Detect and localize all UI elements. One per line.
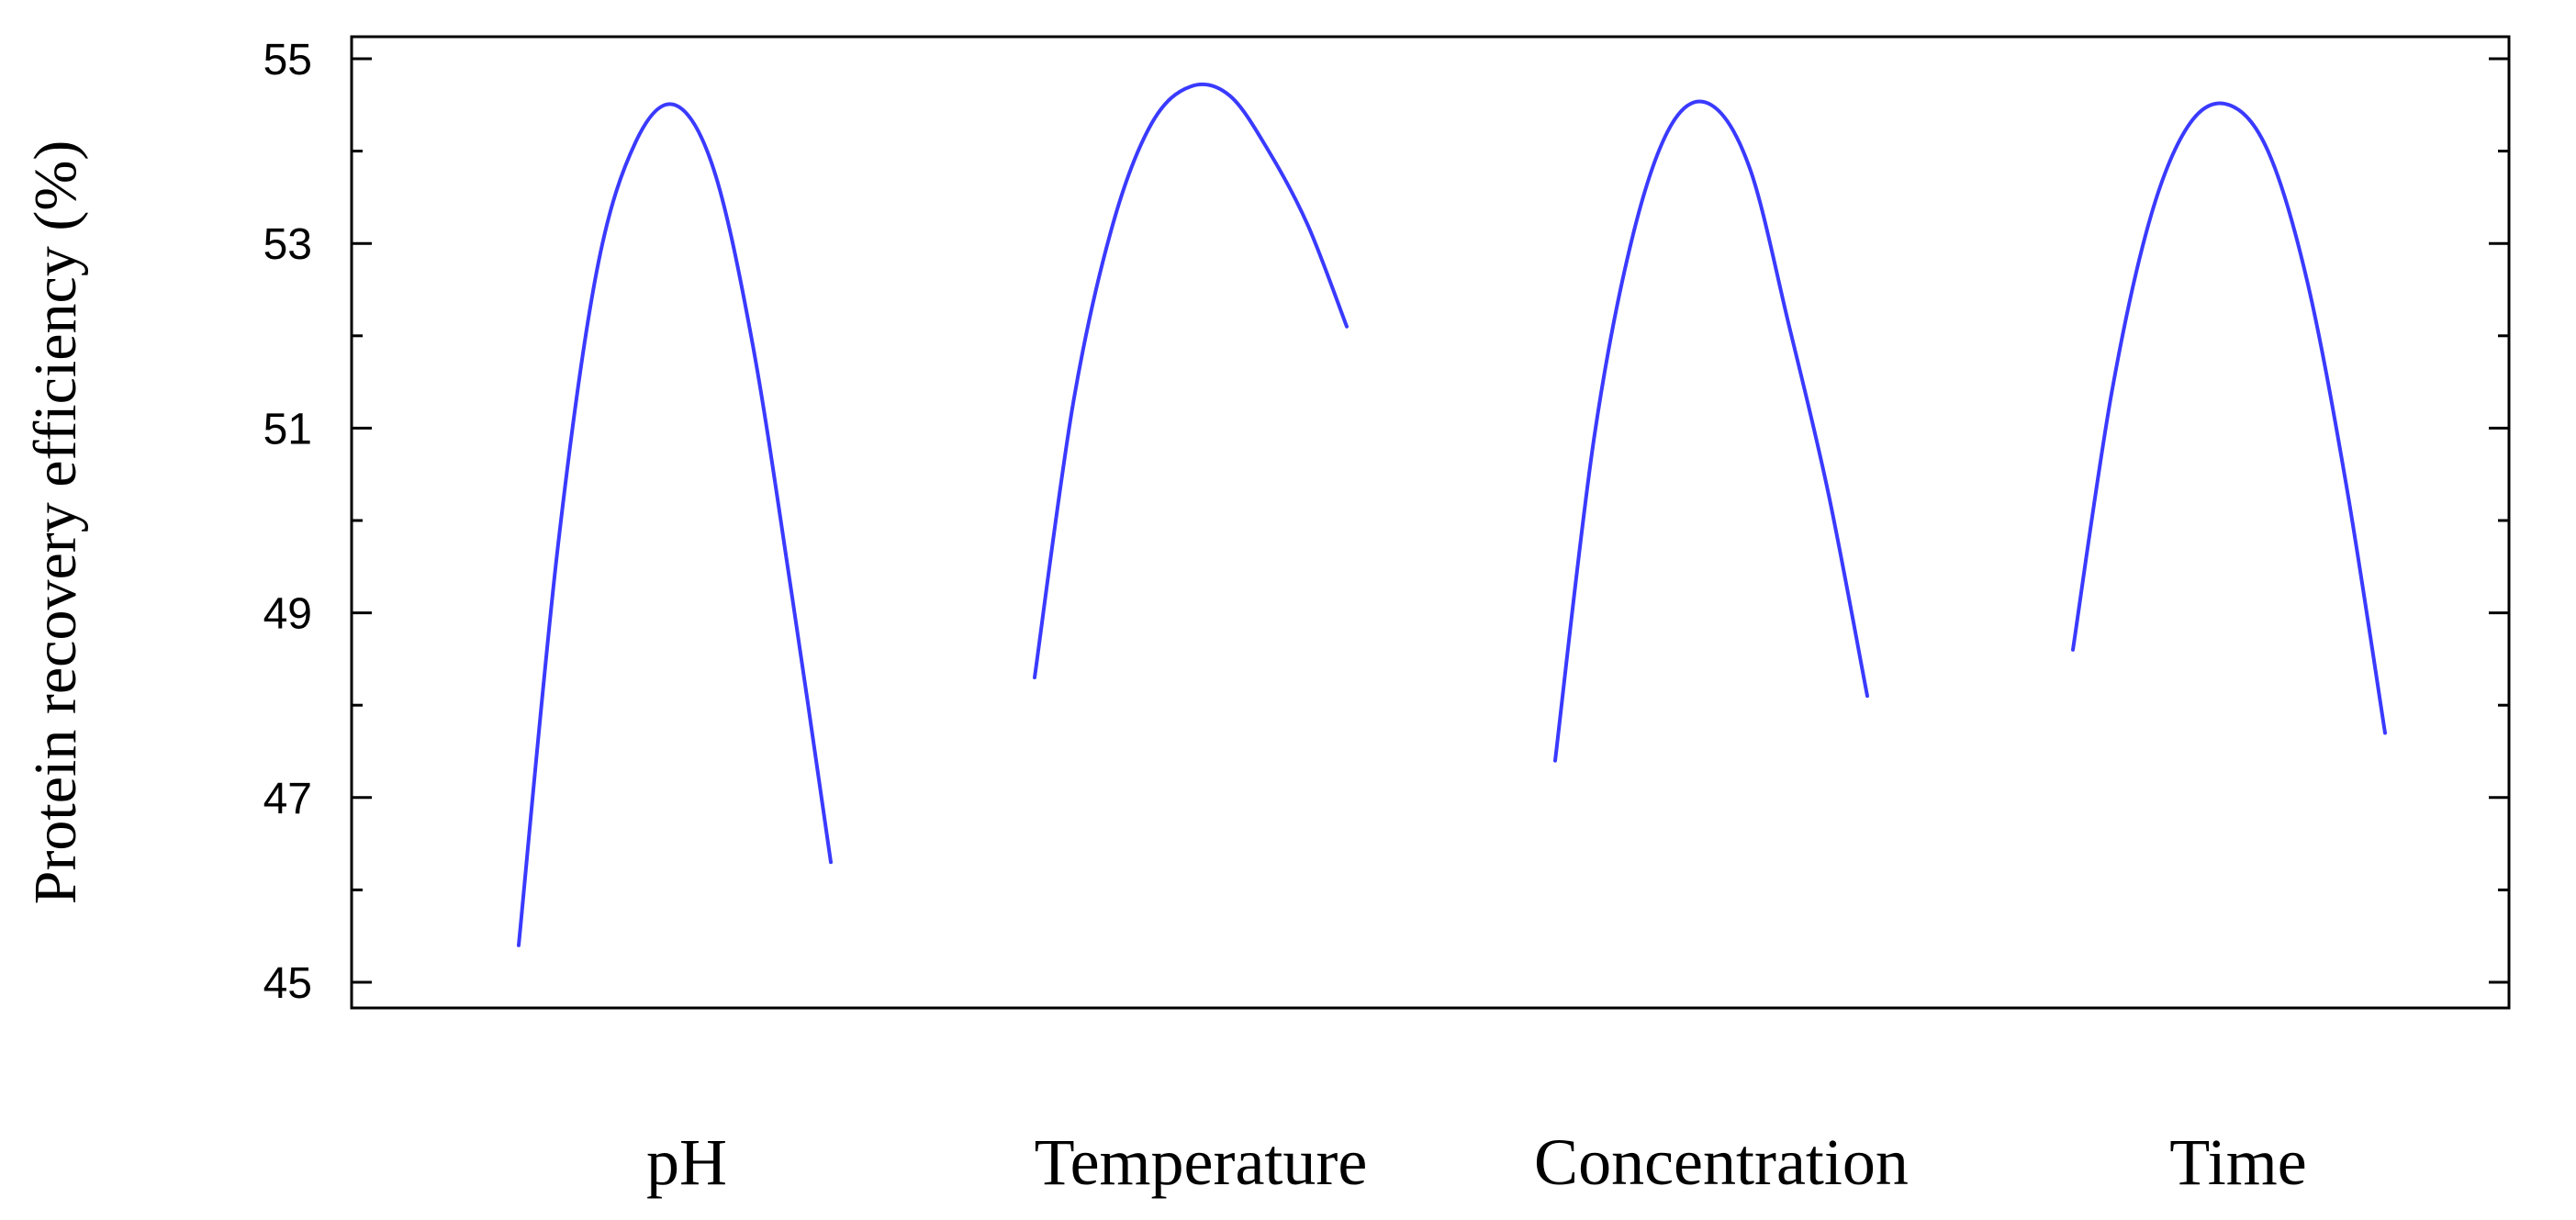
curve-ph [517, 102, 833, 947]
factor-labels: pH Temperature Concentration Time [646, 1125, 2307, 1199]
curve-concentration [1553, 99, 1869, 763]
plot-frame [350, 35, 2511, 1010]
y-tick-label: 49 [263, 590, 312, 639]
y-tick-label: 51 [263, 405, 312, 453]
curve-time [2071, 101, 2387, 735]
factor-label-time: Time [2169, 1125, 2306, 1199]
y-tick-label: 53 [263, 220, 312, 269]
y-axis-title: Protein recovery efficiency (%) [22, 140, 89, 905]
y-tick-label: 55 [263, 36, 312, 84]
y-axis-tick-labels: 45 47 49 51 53 55 [263, 36, 312, 1008]
factor-label-temperature: Temperature [1035, 1125, 1368, 1199]
y-tick-label: 47 [263, 775, 312, 823]
factor-label-ph: pH [646, 1125, 727, 1199]
factor-curves [517, 82, 2387, 947]
y-axis-ticks [352, 57, 2509, 984]
factor-label-concentration: Concentration [1534, 1125, 1909, 1199]
curve-temperature [1033, 82, 1349, 679]
y-tick-label: 45 [263, 959, 312, 1008]
